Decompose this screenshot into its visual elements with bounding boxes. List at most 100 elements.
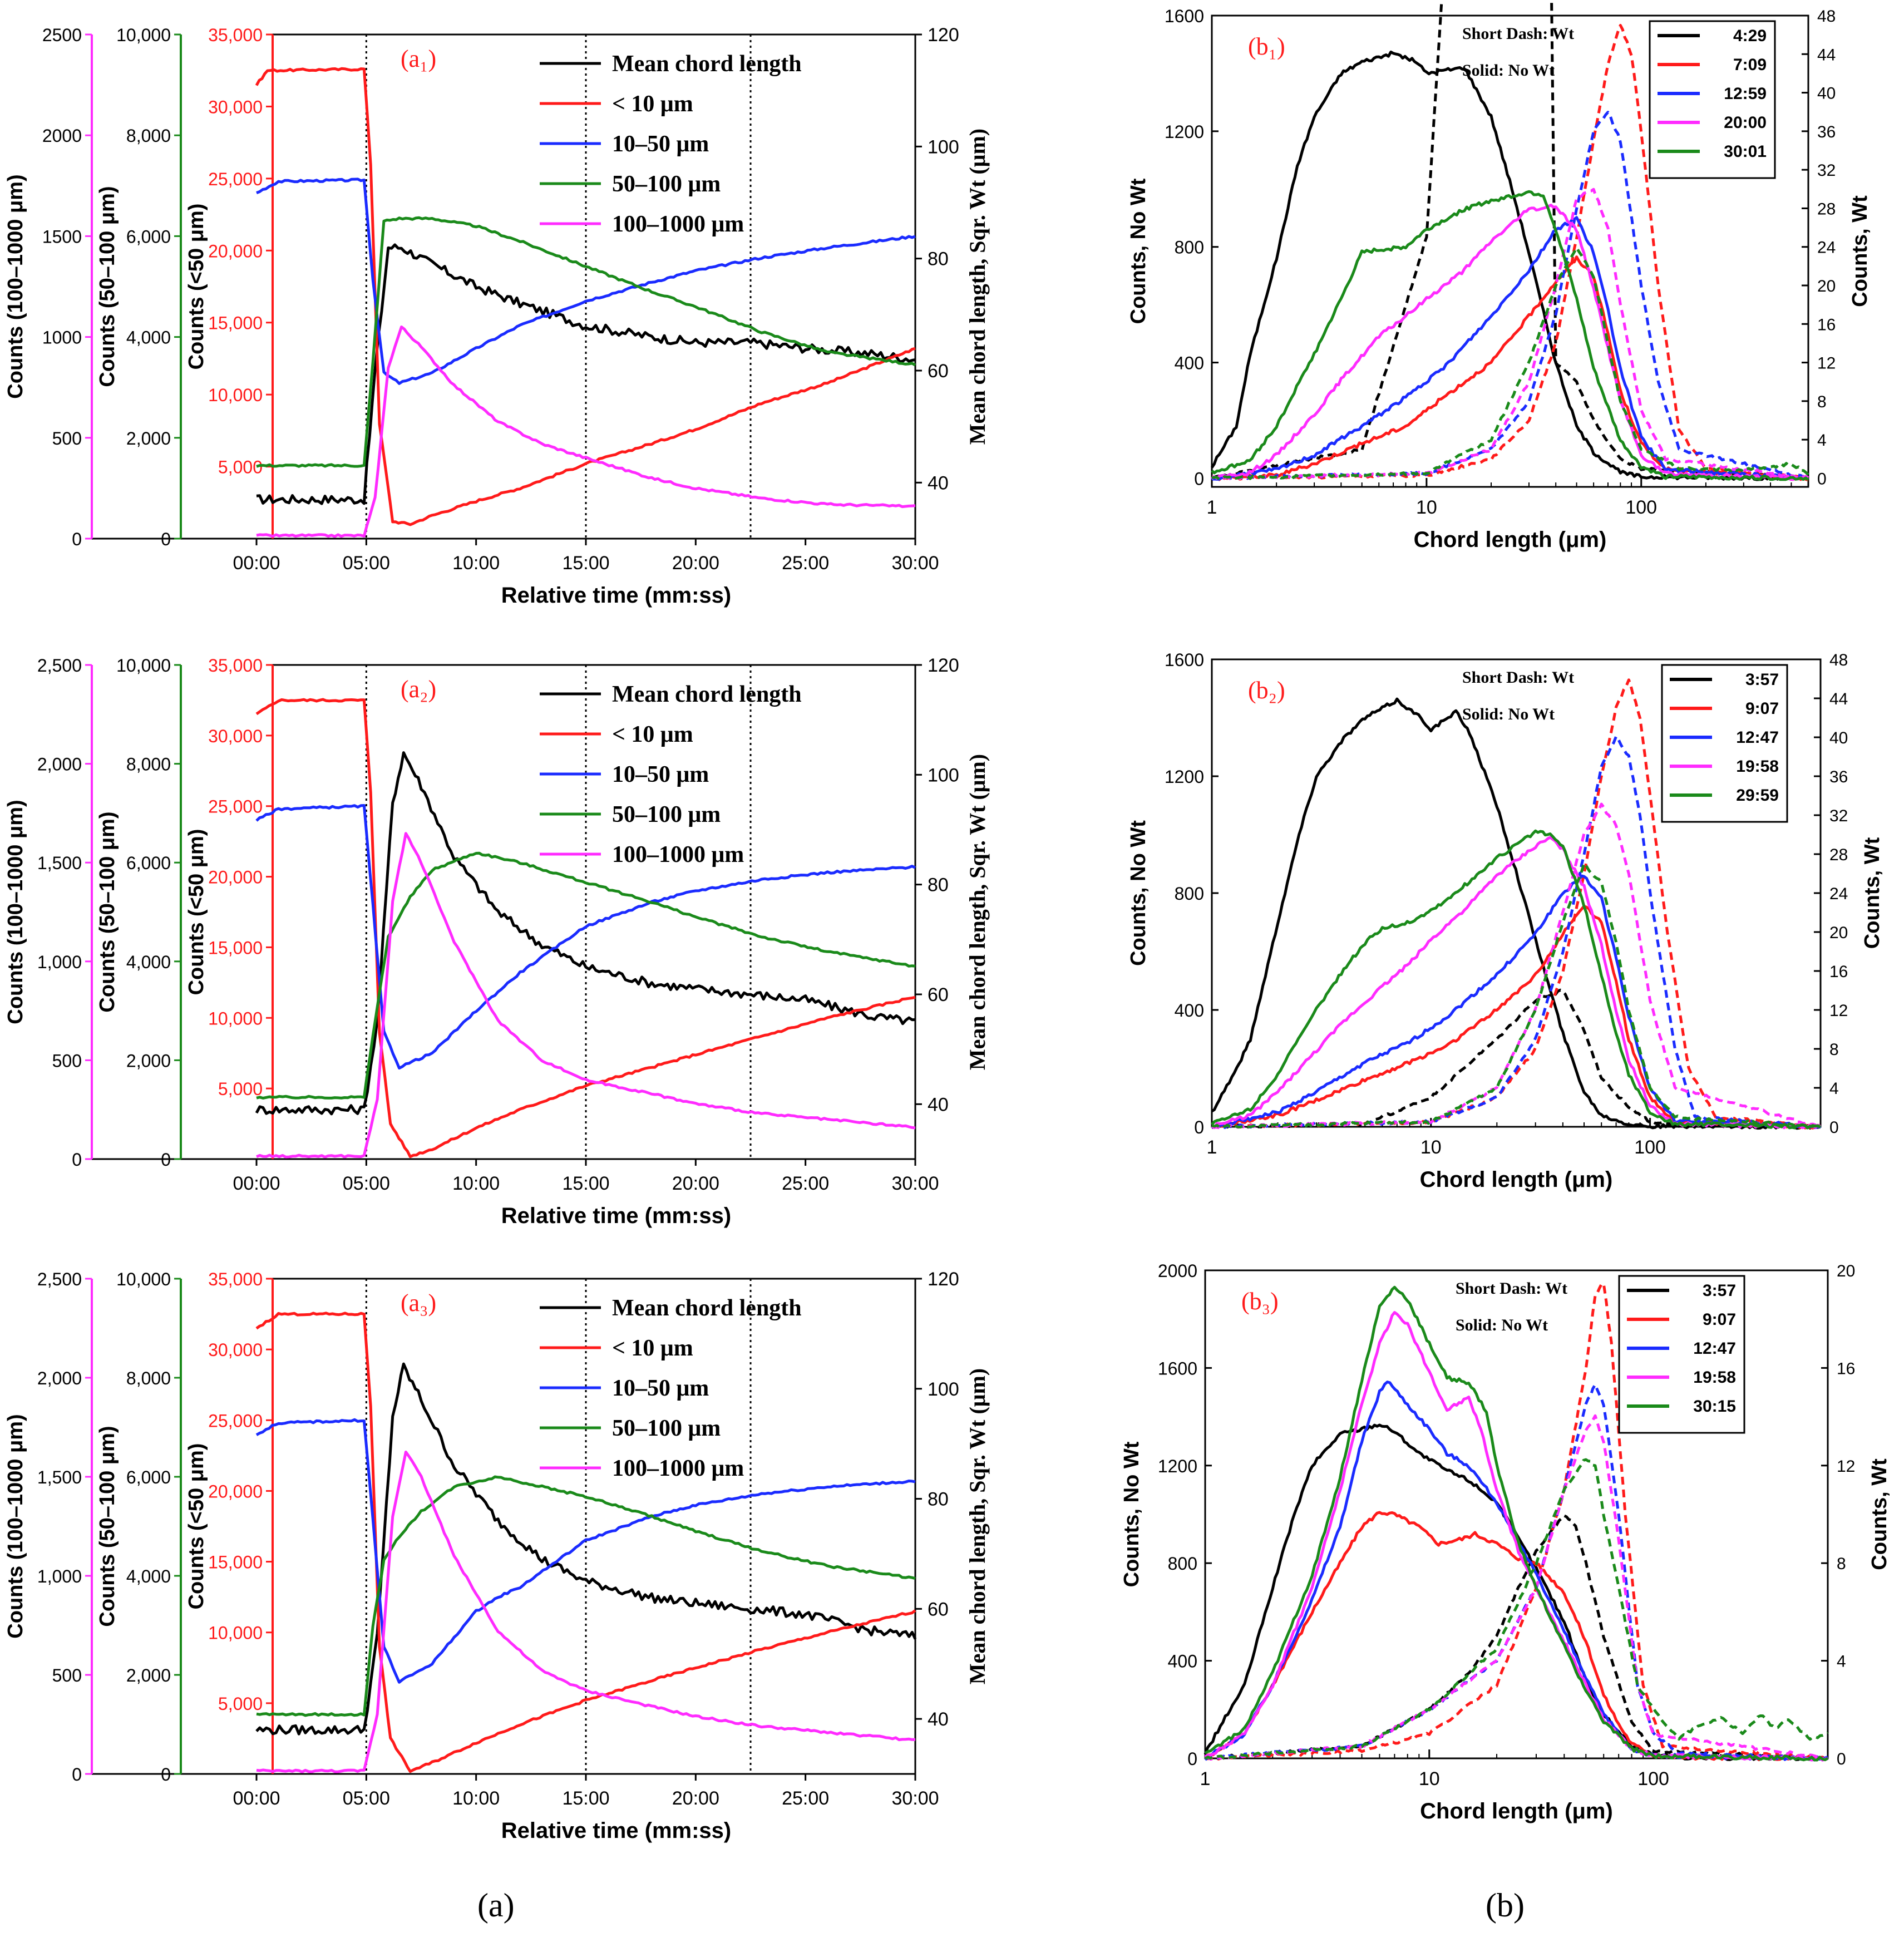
y-tick-label-right: 16 xyxy=(1837,1359,1855,1378)
series-line xyxy=(255,1312,916,1773)
y-tick-label-right: 36 xyxy=(1829,768,1848,786)
legend-label: 12:59 xyxy=(1724,85,1767,103)
y-tick-label: 6,000 xyxy=(126,226,171,247)
x-tick-label: 10 xyxy=(1420,1137,1442,1158)
y-tick-label: 10,000 xyxy=(208,1008,263,1028)
y-tick-label-right: 60 xyxy=(928,1599,949,1620)
y-tick-label-right: 60 xyxy=(928,984,949,1005)
legend-label: 10–50 μm xyxy=(612,131,709,157)
y-tick-label: 10,000 xyxy=(116,655,171,676)
y-tick-label: 8,000 xyxy=(126,755,171,775)
legend-label: 7:09 xyxy=(1733,56,1767,74)
y-tick-label: 2,500 xyxy=(37,655,82,676)
x-tick-label: 00:00 xyxy=(233,1173,280,1194)
y-tick-label-right: 100 xyxy=(928,136,959,157)
series-solid-30:15 xyxy=(1204,1285,1829,1762)
y-tick-label: 25,000 xyxy=(208,1411,263,1431)
annotation-dash: Short Dash: Wt xyxy=(1462,24,1574,43)
legend-label: 19:58 xyxy=(1693,1368,1736,1387)
annotation-solid: Solid: No Wt xyxy=(1456,1316,1548,1334)
legend-label: 12:47 xyxy=(1736,728,1779,747)
x-tick-label: 25:00 xyxy=(782,553,829,574)
x-tick-label: 100 xyxy=(1625,497,1657,518)
series-solid-30:01 xyxy=(1211,190,1809,481)
y-tick-label: 20,000 xyxy=(208,867,263,888)
y-axis-label-big: Counts (100–1000 μm) xyxy=(4,174,27,398)
series-dashed-29:59 xyxy=(1211,861,1821,1129)
y-axis-label-right: Counts, Wt xyxy=(1861,837,1884,949)
y-tick-label: 35,000 xyxy=(208,655,263,676)
legend-label: 19:58 xyxy=(1736,757,1779,776)
y-tick-label-right: 32 xyxy=(1817,161,1836,180)
y-tick-label-right: 4 xyxy=(1829,1079,1839,1098)
y-tick-label-right: 0 xyxy=(1837,1750,1846,1768)
series-line xyxy=(256,243,916,505)
legend-label: < 10 μm xyxy=(612,722,693,747)
y-tick-label: 400 xyxy=(1175,1000,1204,1021)
legend-label: 30:15 xyxy=(1693,1397,1736,1416)
y-tick-label: 500 xyxy=(52,1051,82,1071)
series-line xyxy=(255,1362,917,1736)
y-tick-label: 0 xyxy=(161,1764,171,1785)
x-tick-label: 15:00 xyxy=(562,1788,609,1809)
x-tick-label: 05:00 xyxy=(343,1788,390,1809)
y-tick-label: 15,000 xyxy=(208,313,263,333)
y-tick-label: 1200 xyxy=(1165,122,1204,142)
series-dashed-3:57 xyxy=(1211,988,1821,1130)
y-axis-label-mid: Counts (50–100 μm) xyxy=(96,811,119,1012)
y-tick-label: 0 xyxy=(72,529,82,549)
y-axis-label-left: Counts, No Wt xyxy=(1127,820,1150,966)
y-tick-label: 2,000 xyxy=(126,1051,171,1071)
y-tick-label-right: 4 xyxy=(1817,431,1827,450)
x-axis-label: Relative time (mm:ss) xyxy=(501,583,731,608)
x-tick-label: 05:00 xyxy=(343,1173,390,1194)
series-dashed-12:47 xyxy=(1204,1383,1828,1761)
panel-a3: 0 500 1,000 1,500 2,000 2,500 Counts (100–1000… xyxy=(4,1269,990,1843)
series-line xyxy=(256,216,916,468)
y-tick-label: 30,000 xyxy=(208,726,263,746)
y-axis-label-left: Counts, No Wt xyxy=(1120,1441,1143,1587)
y-tick-label: 0 xyxy=(161,1150,171,1170)
y-tick-label-right: 8 xyxy=(1837,1555,1846,1573)
y-tick-label-right: 100 xyxy=(928,1379,959,1400)
y-tick-label: 5,000 xyxy=(218,1079,263,1099)
y-tick-label-right: 28 xyxy=(1829,846,1848,864)
series-dashed-20:00 xyxy=(1211,188,1809,481)
series-line xyxy=(255,698,916,1159)
y-tick-label: 2000 xyxy=(1158,1261,1197,1281)
y-tick-label: 10,000 xyxy=(116,25,171,45)
y-tick-label-right: 100 xyxy=(928,765,959,786)
y-tick-label-right: 28 xyxy=(1817,200,1836,218)
legend-label: 50–100 μm xyxy=(612,171,721,197)
y-tick-label-right: 20 xyxy=(1817,277,1836,295)
series-solid-19:58 xyxy=(1204,1311,1829,1762)
y-tick-label-right: 12 xyxy=(1817,354,1836,373)
annotation-solid: Solid: No Wt xyxy=(1462,705,1555,723)
series-line xyxy=(255,1418,916,1684)
y-tick-label: 2,000 xyxy=(126,428,171,448)
y-tick-label: 800 xyxy=(1168,1554,1197,1574)
y-tick-label: 1600 xyxy=(1165,650,1204,670)
y-tick-label: 1200 xyxy=(1158,1456,1197,1476)
y-tick-label: 30,000 xyxy=(208,97,263,117)
x-tick-label: 15:00 xyxy=(562,1173,609,1194)
y-axis-label-big: Counts (100–1000 μm) xyxy=(4,1414,27,1638)
y-tick-label-right: 24 xyxy=(1829,885,1848,903)
series-line xyxy=(256,1451,915,1773)
series-solid-7:09 xyxy=(1211,255,1809,482)
x-tick-label: 1 xyxy=(1207,497,1217,518)
series-solid-9:07 xyxy=(1212,904,1822,1130)
x-tick-label: 10:00 xyxy=(452,1788,500,1809)
series-solid-12:47 xyxy=(1211,874,1821,1130)
y-tick-label: 4,000 xyxy=(126,952,171,972)
panel-title: (a₁) xyxy=(401,45,436,72)
caption-a: (a) xyxy=(477,1887,515,1924)
y-tick-label: 1,500 xyxy=(37,853,82,873)
y-tick-label-right: 40 xyxy=(1829,729,1848,747)
legend-label: Mean chord length xyxy=(612,1295,802,1321)
y-tick-label: 0 xyxy=(1194,469,1204,489)
y-axis-label-mid: Counts (50–100 μm) xyxy=(96,1426,119,1626)
legend-label: < 10 μm xyxy=(612,1335,693,1361)
